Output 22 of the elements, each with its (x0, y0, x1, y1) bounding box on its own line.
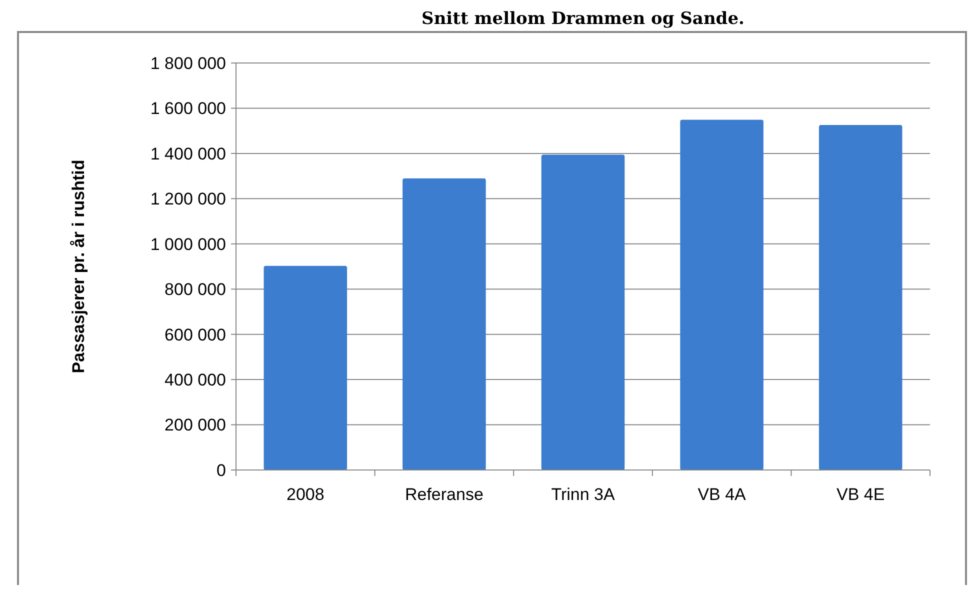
x-tick-label: VB 4E (836, 485, 885, 504)
x-tick-label: 2008 (286, 485, 324, 504)
y-tick-label: 1 000 000 (150, 234, 226, 254)
bar (541, 154, 625, 470)
x-tick-label: Trinn 3A (551, 485, 616, 504)
bar (680, 120, 764, 470)
y-tick-label: 1 400 000 (150, 144, 226, 164)
y-tick-label: 0 (216, 460, 226, 480)
y-tick-label: 800 000 (164, 280, 226, 300)
bar (818, 124, 902, 470)
y-tick-label: 1 600 000 (150, 99, 226, 118)
y-tick-label: 200 000 (164, 416, 226, 435)
y-tick-label: 1 800 000 (150, 54, 226, 73)
bar (402, 178, 486, 470)
x-tick-label: VB 4A (698, 485, 747, 504)
y-axis-title: Passasjerer pr. år i rushtid (69, 160, 88, 374)
y-tick-label: 600 000 (164, 325, 226, 344)
y-tick-label: 400 000 (164, 370, 226, 390)
chart-title: Snitt mellom Drammen og Sande. (422, 9, 744, 29)
y-tick-label: 1 200 000 (150, 190, 226, 209)
bar (264, 266, 348, 470)
x-tick-label: Referanse (404, 485, 484, 504)
